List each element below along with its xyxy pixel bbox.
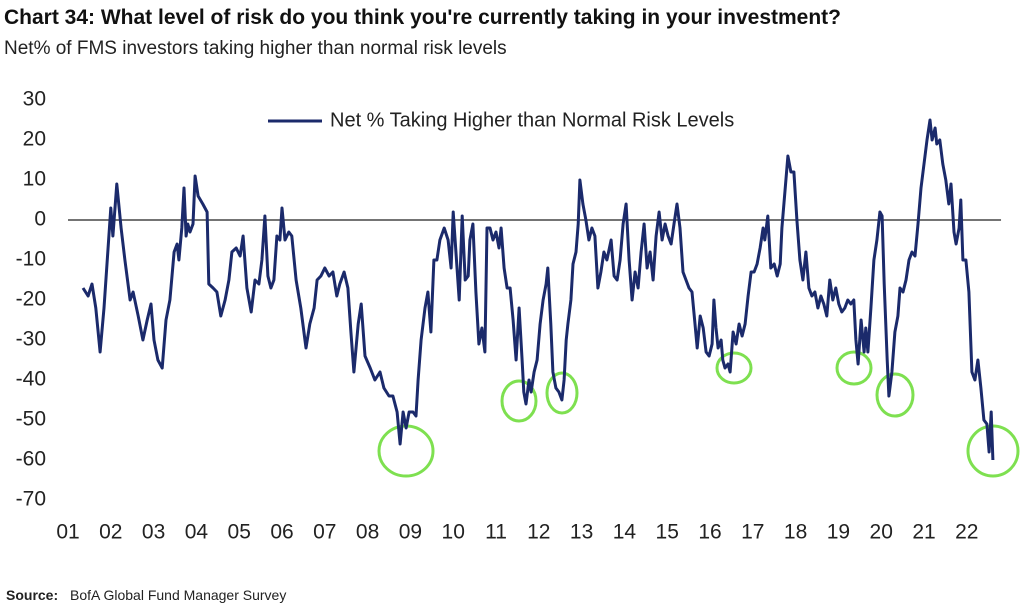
y-tick-label: -40: [16, 368, 46, 391]
x-tick-label: 08: [356, 521, 379, 544]
highlight-circle: [715, 351, 753, 385]
x-tick-label: 09: [399, 521, 422, 544]
chart-subtitle: Net% of FMS investors taking higher than…: [4, 38, 507, 59]
highlight-circle: [835, 350, 873, 386]
y-tick-label: -30: [16, 328, 46, 351]
x-tick-label: 13: [570, 521, 593, 544]
x-tick-label: 11: [485, 521, 507, 544]
x-tick-label: 04: [185, 521, 209, 544]
source-text: BofA Global Fund Manager Survey: [70, 587, 286, 603]
x-tick-label: 01: [56, 521, 79, 544]
x-tick-label: 18: [784, 521, 807, 544]
x-tick-label: 21: [912, 521, 935, 544]
highlight-circle: [500, 379, 538, 423]
y-tick-label: 20: [23, 128, 46, 151]
y-tick-label: -50: [16, 408, 46, 431]
legend-label: Net % Taking Higher than Normal Risk Lev…: [330, 109, 734, 131]
x-tick-label: 19: [827, 521, 850, 544]
x-tick-label: 17: [741, 521, 764, 544]
x-tick-label: 02: [99, 521, 122, 544]
source-label: Source:: [6, 587, 58, 603]
x-tick-label: 20: [870, 521, 893, 544]
chart-title: Chart 34: What level of risk do you thin…: [4, 6, 841, 29]
x-tick-label: 15: [656, 521, 679, 544]
highlight-circle: [545, 371, 579, 415]
x-tick-label: 10: [442, 521, 465, 544]
highlight-circle: [875, 372, 915, 418]
highlight-circle: [377, 424, 435, 478]
y-tick-label: -70: [16, 488, 46, 511]
x-tick-label: 03: [142, 521, 165, 544]
y-tick-label: -60: [16, 448, 46, 471]
y-tick-label: -10: [16, 248, 46, 271]
x-tick-label: 22: [955, 521, 978, 544]
y-tick-label: 10: [23, 168, 46, 191]
highlight-circles: [377, 350, 1020, 478]
x-tick-label: 06: [270, 521, 293, 544]
y-tick-label: -20: [16, 288, 46, 311]
x-tick-label: 16: [698, 521, 721, 544]
x-tick-label: 05: [228, 521, 251, 544]
y-tick-label: 30: [23, 88, 46, 111]
y-tick-label: 0: [34, 208, 46, 231]
x-tick-label: 14: [613, 521, 637, 544]
x-tick-label: 07: [313, 521, 336, 544]
series-line: [81, 118, 995, 461]
x-tick-label: 12: [527, 521, 550, 544]
